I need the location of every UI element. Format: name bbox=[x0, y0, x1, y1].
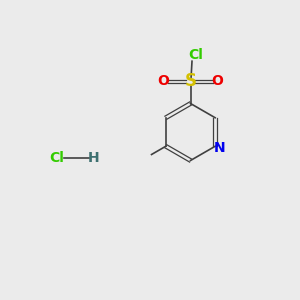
Text: S: S bbox=[184, 72, 196, 90]
Text: H: H bbox=[88, 151, 99, 164]
Text: O: O bbox=[212, 74, 224, 88]
Text: Cl: Cl bbox=[50, 151, 64, 164]
Text: N: N bbox=[214, 141, 225, 155]
Text: Cl: Cl bbox=[188, 48, 203, 62]
Text: O: O bbox=[158, 74, 169, 88]
